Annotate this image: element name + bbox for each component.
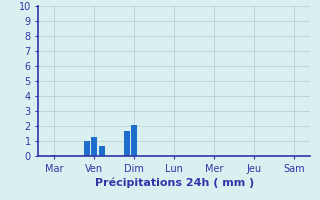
Bar [92,137,97,156]
Bar [99,146,105,156]
Bar [132,124,137,156]
Bar [124,130,130,156]
Bar [52,155,57,156]
Bar [84,141,90,156]
X-axis label: Précipitations 24h ( mm ): Précipitations 24h ( mm ) [95,178,254,188]
